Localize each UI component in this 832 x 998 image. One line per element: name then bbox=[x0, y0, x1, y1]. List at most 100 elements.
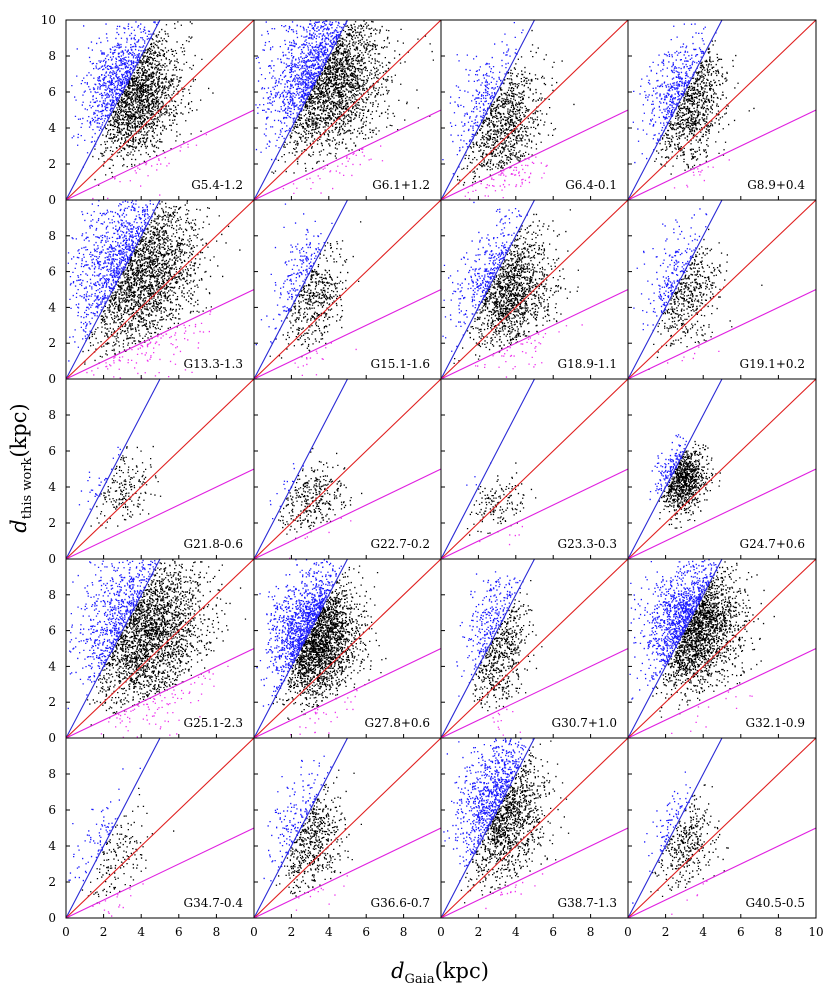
panel-label: G32.1-0.9 bbox=[746, 716, 805, 730]
reference-line-half bbox=[66, 468, 254, 559]
reference-line-half bbox=[66, 289, 254, 379]
reference-line-half bbox=[254, 289, 441, 379]
reference-line-2x bbox=[441, 379, 535, 559]
points-between-lines bbox=[269, 221, 362, 359]
points-above-2x bbox=[256, 559, 342, 707]
y-tick-label: 8 bbox=[48, 588, 56, 602]
scatter-points bbox=[78, 445, 162, 529]
points-above-2x bbox=[442, 201, 528, 352]
reference-line-half bbox=[441, 289, 628, 379]
ticks-layer: 0 2 4 6 8 10 0 2 4 6 8 0 2 4 6 8 0 2 4 6 8 0 2 4 6 8 0 2 4 6 8 0 2 4 6 8 0 2 4… bbox=[41, 13, 824, 939]
reference-lines bbox=[66, 20, 254, 200]
reference-line-half bbox=[628, 827, 816, 918]
reference-lines bbox=[254, 559, 441, 738]
x-tick-label: 4 bbox=[699, 925, 707, 939]
reference-line-2x bbox=[254, 738, 348, 918]
y-tick-label: 2 bbox=[48, 875, 56, 889]
reference-line-1x bbox=[254, 559, 441, 738]
x-tick-label: 2 bbox=[100, 925, 108, 939]
scatter-points bbox=[68, 767, 175, 917]
points-between-lines bbox=[460, 740, 570, 904]
scatter-points bbox=[442, 22, 575, 200]
points-above-2x bbox=[442, 22, 524, 175]
reference-line-1x bbox=[628, 738, 816, 918]
points-between-lines bbox=[81, 787, 175, 904]
panel-label: G38.7-1.3 bbox=[558, 896, 617, 910]
y-tick-label: 6 bbox=[48, 265, 56, 279]
panel-label: G6.1+1.2 bbox=[372, 178, 430, 192]
panel: G36.6-0.7 bbox=[253, 737, 442, 919]
x-tick-label: 6 bbox=[549, 925, 557, 939]
scatter-points bbox=[649, 434, 721, 529]
panel-label: G22.7-0.2 bbox=[371, 537, 430, 551]
points-below-half bbox=[289, 517, 352, 559]
x-tick-label: 8 bbox=[213, 925, 221, 939]
y-tick-label: 8 bbox=[48, 229, 56, 243]
panel: G18.9-1.1 bbox=[440, 199, 629, 380]
y-tick-label: 2 bbox=[48, 516, 56, 530]
panel-label: G21.8-0.6 bbox=[184, 537, 243, 551]
reference-line-half bbox=[441, 468, 628, 559]
y-tick-label: 6 bbox=[48, 444, 56, 458]
points-between-lines bbox=[654, 40, 755, 175]
reference-line-2x bbox=[254, 200, 348, 379]
reference-line-2x bbox=[66, 559, 161, 738]
scatter-points bbox=[443, 738, 570, 910]
panel-frame bbox=[627, 737, 817, 919]
y-tick-label: 0 bbox=[48, 372, 56, 386]
reference-line-2x bbox=[441, 200, 535, 379]
reference-line-half bbox=[254, 109, 441, 200]
reference-line-1x bbox=[441, 200, 628, 379]
x-tick-label: 8 bbox=[587, 925, 595, 939]
scatter-points bbox=[466, 462, 537, 546]
scatter-points bbox=[67, 200, 241, 379]
reference-line-1x bbox=[66, 200, 254, 379]
points-below-half bbox=[294, 342, 357, 376]
points-between-lines bbox=[92, 21, 214, 186]
x-tick-label: 4 bbox=[512, 925, 520, 939]
y-tick-label: 6 bbox=[48, 624, 56, 638]
x-tick-label: 4 bbox=[137, 925, 145, 939]
x-tick-label: 6 bbox=[362, 925, 370, 939]
reference-line-2x bbox=[628, 200, 723, 379]
points-above-2x bbox=[629, 559, 718, 700]
scatter-points bbox=[269, 447, 363, 559]
reference-line-1x bbox=[441, 559, 628, 738]
reference-line-half bbox=[441, 109, 628, 200]
y-axis-title: dthis work(kpc) bbox=[7, 403, 35, 532]
points-below-half bbox=[282, 145, 384, 194]
points-between-lines bbox=[650, 784, 729, 897]
x-tick-label: 2 bbox=[662, 925, 670, 939]
reference-line-1x bbox=[441, 20, 628, 200]
reference-line-1x bbox=[254, 20, 441, 200]
x-tick-label: 6 bbox=[175, 925, 183, 939]
points-between-lines bbox=[652, 561, 775, 718]
reference-line-2x bbox=[441, 20, 535, 200]
y-tick-label: 0 bbox=[48, 731, 56, 745]
points-between-lines bbox=[275, 769, 362, 897]
points-between-lines bbox=[472, 580, 543, 712]
reference-lines bbox=[441, 379, 628, 559]
reference-lines bbox=[628, 20, 816, 200]
panels-layer: G5.4-1.2 G6.1+1.2 G6.4-0.1 G8.9+0.4 G13.3-1.… bbox=[65, 19, 817, 919]
x-tick-label: 4 bbox=[325, 925, 333, 939]
points-above-2x bbox=[269, 463, 304, 520]
reference-line-half bbox=[441, 648, 628, 738]
panel-label: G34.7-0.4 bbox=[184, 896, 244, 910]
points-below-half bbox=[667, 346, 720, 364]
reference-line-2x bbox=[66, 200, 161, 379]
points-above-2x bbox=[67, 200, 161, 362]
scatter-points bbox=[632, 23, 755, 189]
reference-line-half bbox=[628, 109, 816, 200]
scatter-points bbox=[629, 559, 775, 734]
reference-line-half bbox=[254, 468, 441, 559]
reference-line-half bbox=[441, 827, 628, 918]
panel: G21.8-0.6 bbox=[65, 378, 255, 560]
points-above-2x bbox=[466, 462, 492, 486]
reference-line-1x bbox=[66, 738, 254, 918]
points-between-lines bbox=[453, 209, 579, 364]
panel-label: G6.4-0.1 bbox=[565, 178, 617, 192]
reference-line-1x bbox=[628, 200, 816, 379]
panel: G30.7+1.0 bbox=[440, 558, 629, 739]
